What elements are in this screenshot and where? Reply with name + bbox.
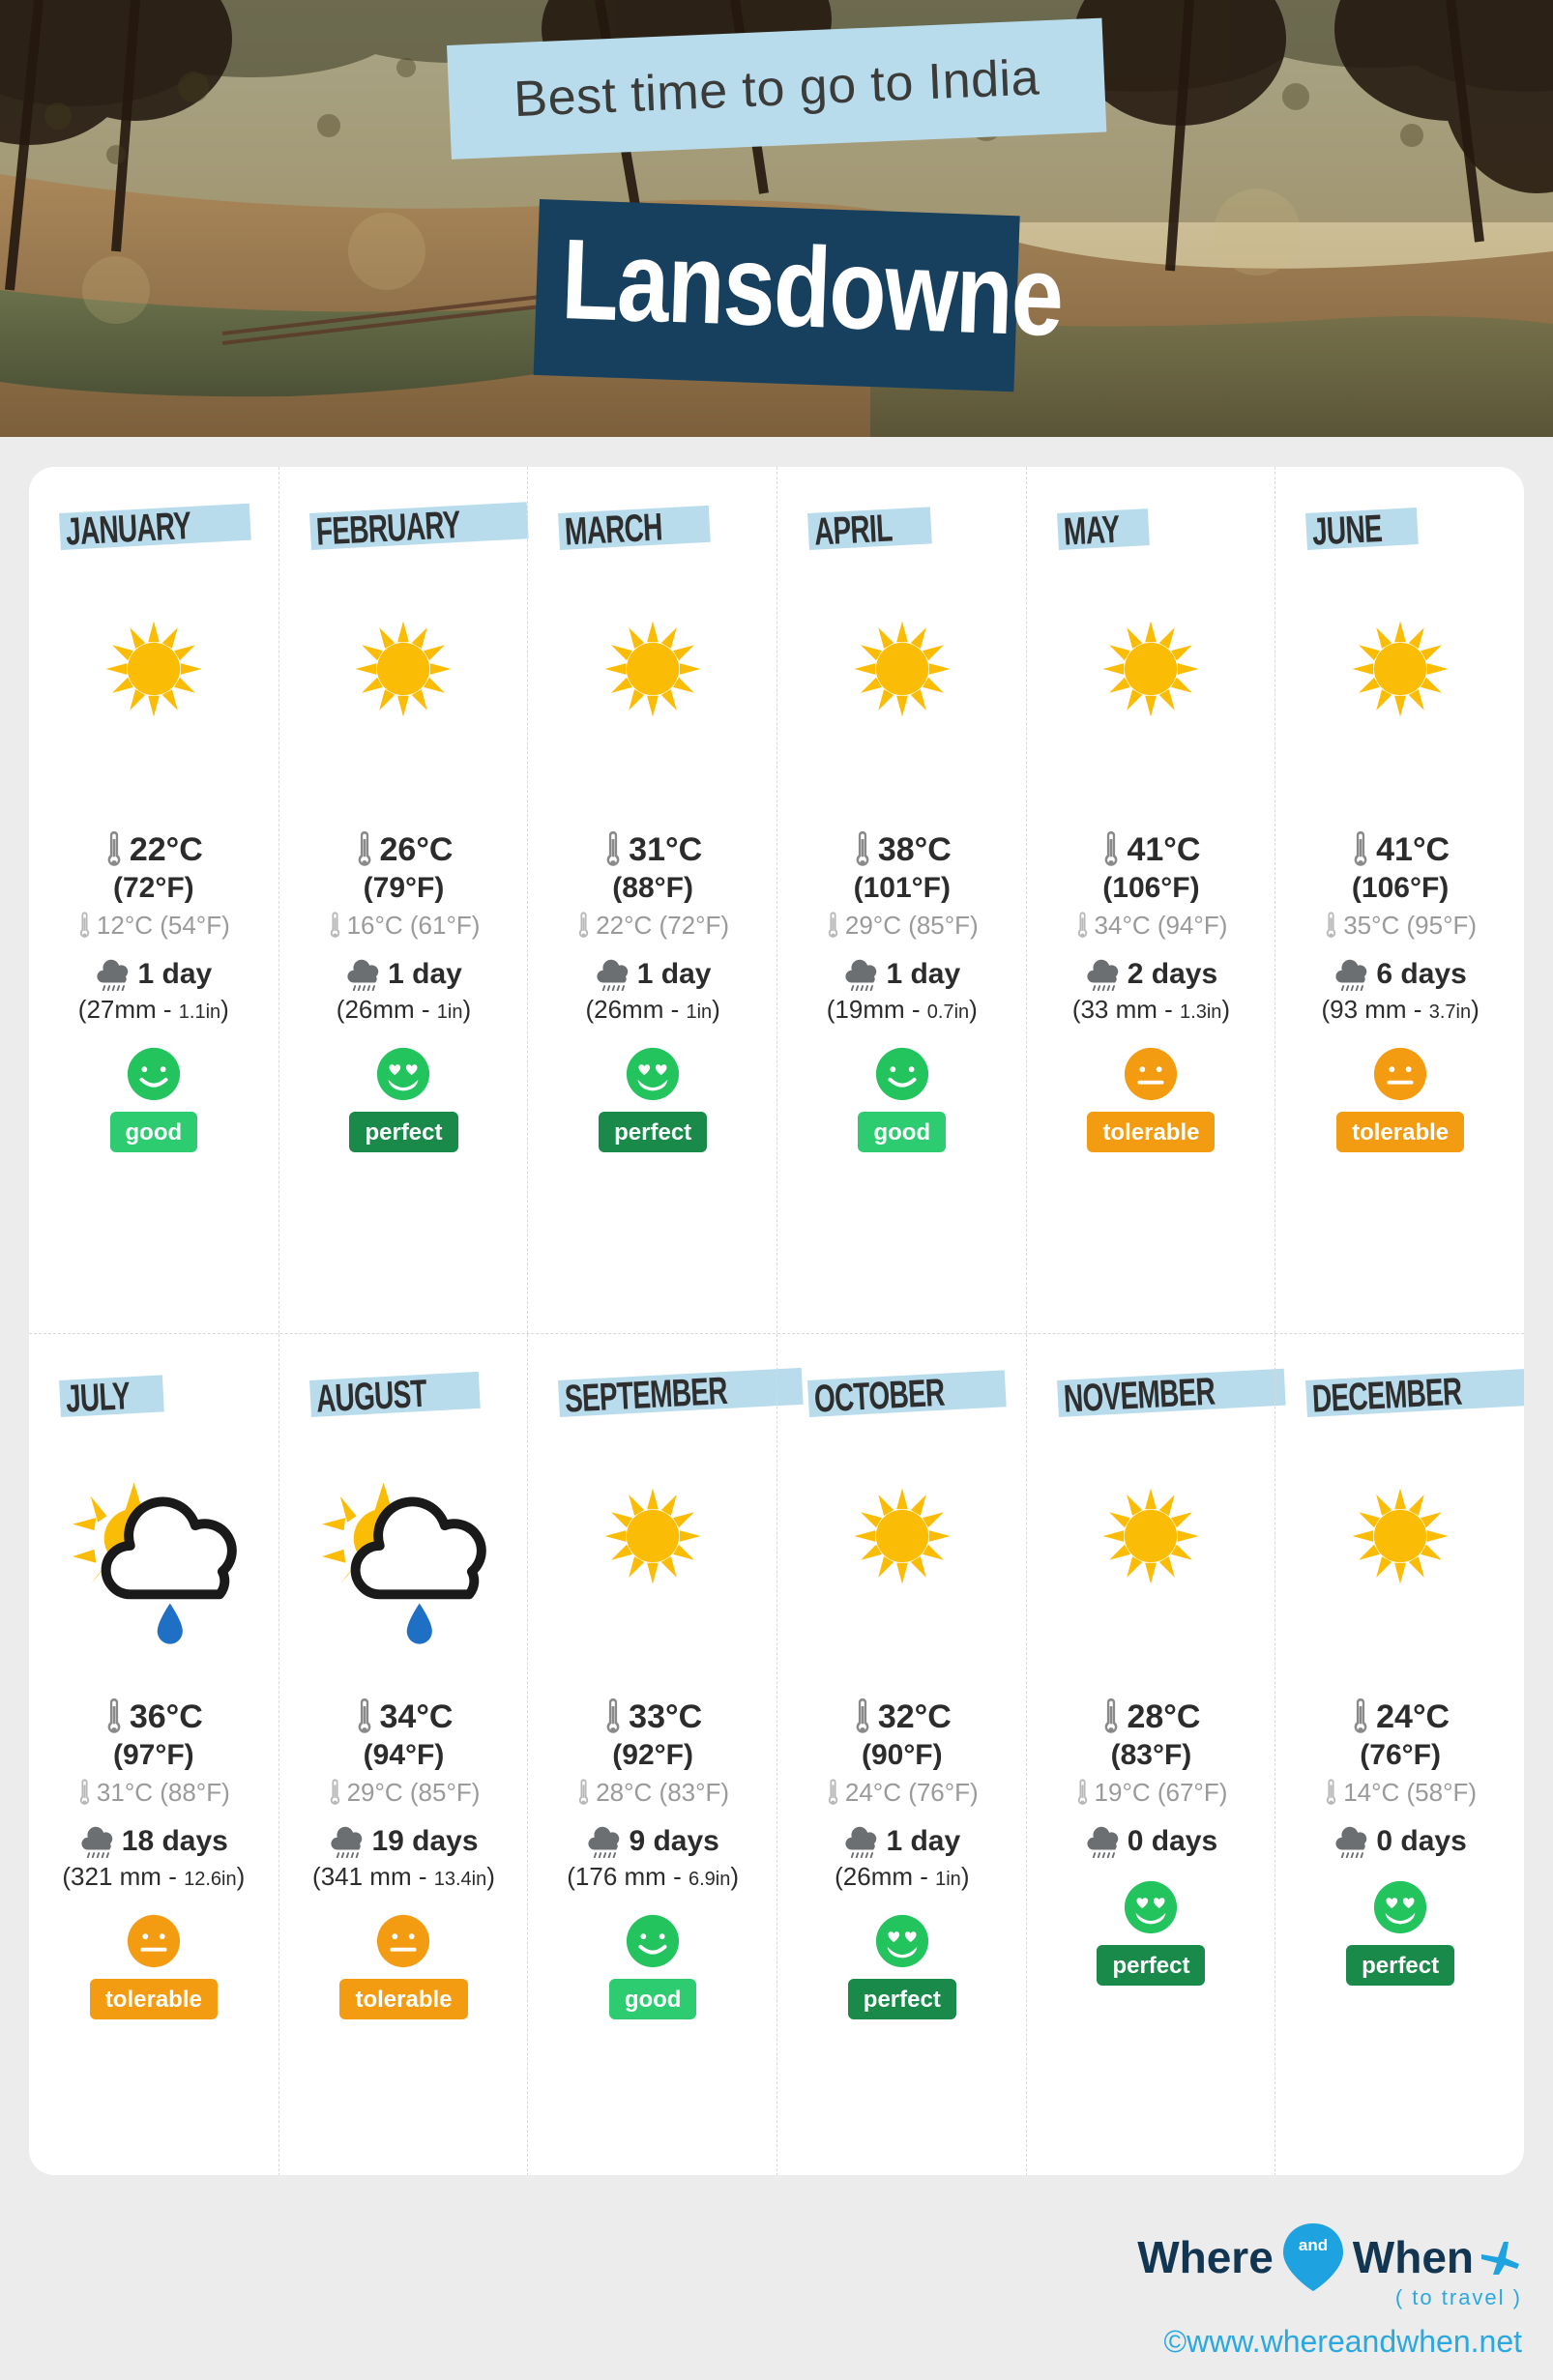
- svg-text:and: and: [1299, 2236, 1328, 2254]
